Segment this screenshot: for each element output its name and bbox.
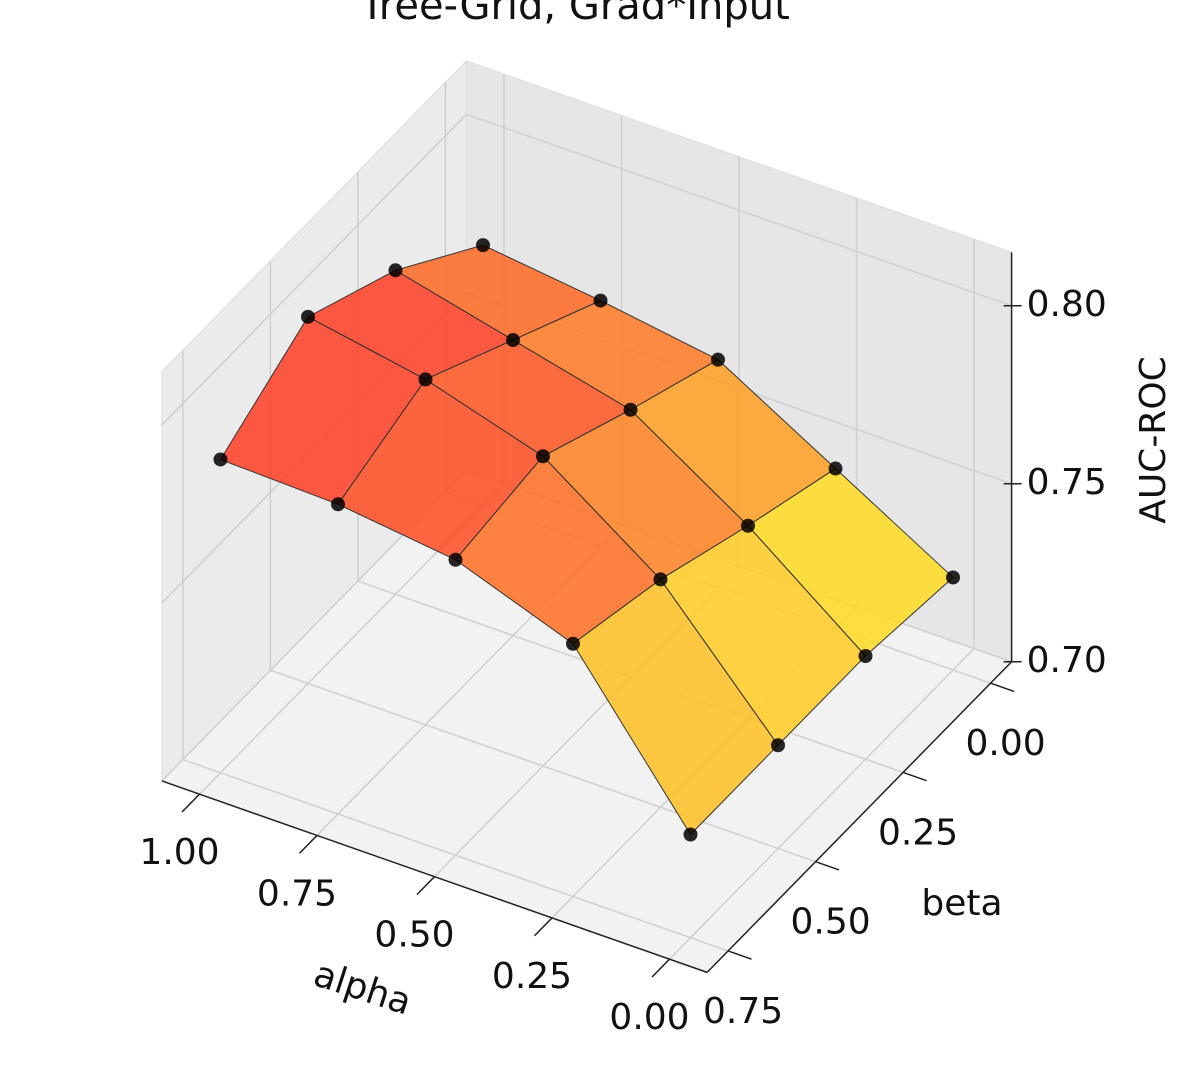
x-axis-label: alpha	[309, 954, 417, 1024]
data-point	[858, 649, 873, 664]
x-tick	[533, 917, 553, 937]
z-tick-label: 0.80	[1027, 284, 1107, 325]
y-tick	[990, 682, 1015, 693]
x-tick-label: 0.00	[609, 997, 689, 1038]
y-tick-label: 0.00	[966, 723, 1046, 764]
x-tick-label: 1.00	[139, 832, 219, 873]
data-point	[213, 452, 228, 467]
data-point	[388, 263, 403, 278]
data-point	[331, 497, 345, 512]
data-point	[946, 570, 960, 585]
y-axis-label: beta	[921, 883, 1002, 924]
y-tick-label: 0.25	[878, 812, 958, 853]
grid-line	[182, 758, 729, 952]
data-point	[828, 461, 843, 476]
data-point	[476, 238, 490, 253]
x-tick	[416, 876, 436, 896]
z-axis-label: AUC-ROC	[1133, 356, 1174, 524]
data-point	[593, 293, 608, 308]
y-tick-label: 0.75	[703, 991, 783, 1032]
data-point	[711, 352, 725, 367]
data-point	[653, 572, 668, 587]
x-tick	[181, 793, 201, 813]
y-tick	[727, 950, 752, 960]
y-axis-line	[706, 661, 1013, 973]
grid-line	[668, 648, 975, 960]
y-tick	[902, 771, 927, 782]
x-tick	[651, 958, 671, 978]
data-point	[506, 333, 520, 348]
data-point	[301, 309, 315, 324]
x-tick-label: 0.50	[374, 915, 454, 956]
data-point	[566, 636, 580, 651]
data-point	[771, 738, 785, 753]
grid-line	[161, 113, 1012, 426]
x-tick-label: 0.25	[492, 956, 572, 997]
data-point	[623, 402, 638, 417]
data-point	[741, 518, 755, 533]
data-point	[536, 449, 550, 464]
y-tick-label: 0.50	[791, 902, 871, 943]
data-point	[418, 372, 433, 387]
x-tick-label: 0.75	[257, 873, 337, 914]
data-point	[683, 827, 698, 842]
x-tick	[298, 834, 318, 854]
y-tick	[815, 860, 840, 871]
data-point	[448, 552, 463, 567]
z-tick-label: 0.70	[1027, 640, 1107, 681]
chart-title: Tree-Grid, Grad*Input	[359, 0, 790, 29]
z-tick-label: 0.75	[1027, 462, 1107, 503]
grid-line	[270, 669, 816, 863]
